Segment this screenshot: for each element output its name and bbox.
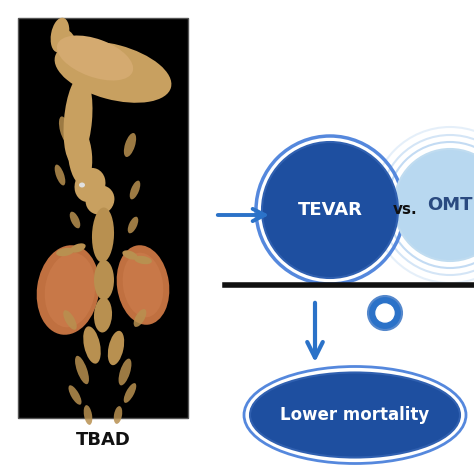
- Ellipse shape: [134, 309, 146, 327]
- Ellipse shape: [134, 256, 152, 264]
- Ellipse shape: [92, 208, 114, 263]
- Ellipse shape: [108, 331, 124, 365]
- Ellipse shape: [86, 185, 114, 215]
- Ellipse shape: [130, 181, 140, 200]
- Ellipse shape: [376, 304, 394, 322]
- Ellipse shape: [55, 164, 65, 185]
- Ellipse shape: [36, 245, 100, 335]
- Ellipse shape: [74, 168, 106, 202]
- Ellipse shape: [250, 373, 460, 457]
- Ellipse shape: [123, 253, 164, 317]
- Ellipse shape: [94, 298, 112, 332]
- Ellipse shape: [70, 243, 86, 253]
- Ellipse shape: [55, 41, 172, 103]
- Ellipse shape: [51, 18, 69, 52]
- Ellipse shape: [59, 117, 71, 144]
- Ellipse shape: [83, 326, 101, 364]
- Ellipse shape: [45, 253, 95, 328]
- Ellipse shape: [75, 356, 89, 384]
- Ellipse shape: [394, 149, 474, 261]
- Ellipse shape: [118, 359, 131, 385]
- Ellipse shape: [117, 245, 169, 325]
- Ellipse shape: [57, 30, 79, 80]
- Bar: [18, 18, 188, 418]
- Text: Lower mortality: Lower mortality: [281, 406, 429, 424]
- Ellipse shape: [79, 182, 85, 188]
- Ellipse shape: [122, 250, 137, 260]
- Text: TBAD: TBAD: [75, 431, 130, 449]
- Ellipse shape: [124, 133, 136, 157]
- Ellipse shape: [69, 385, 82, 405]
- Text: vs.: vs.: [392, 202, 417, 218]
- Ellipse shape: [114, 406, 122, 424]
- Text: OMT: OMT: [427, 196, 473, 214]
- Ellipse shape: [124, 383, 136, 403]
- Ellipse shape: [94, 260, 114, 300]
- Ellipse shape: [56, 248, 74, 256]
- Ellipse shape: [63, 310, 77, 330]
- Ellipse shape: [84, 405, 92, 425]
- Text: TEVAR: TEVAR: [298, 201, 363, 219]
- Ellipse shape: [128, 217, 138, 233]
- Ellipse shape: [262, 142, 398, 278]
- Ellipse shape: [70, 212, 80, 228]
- Ellipse shape: [57, 36, 133, 81]
- Ellipse shape: [368, 296, 402, 330]
- Ellipse shape: [64, 75, 92, 165]
- Ellipse shape: [68, 125, 92, 185]
